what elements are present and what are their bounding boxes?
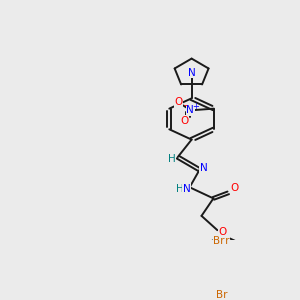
Text: N: N <box>186 105 194 115</box>
Text: O: O <box>218 227 226 237</box>
Text: N: N <box>200 163 207 173</box>
Text: -: - <box>183 100 187 110</box>
Text: O: O <box>174 97 182 107</box>
Text: Br: Br <box>213 236 225 245</box>
Text: N: N <box>183 184 190 194</box>
Text: Br: Br <box>218 236 230 245</box>
Text: H: H <box>168 154 176 164</box>
Text: H: H <box>176 184 184 194</box>
Text: +: + <box>193 102 200 111</box>
Text: Br: Br <box>216 290 227 300</box>
Text: O: O <box>230 183 238 193</box>
Text: N: N <box>188 68 196 78</box>
Text: O: O <box>180 116 188 125</box>
